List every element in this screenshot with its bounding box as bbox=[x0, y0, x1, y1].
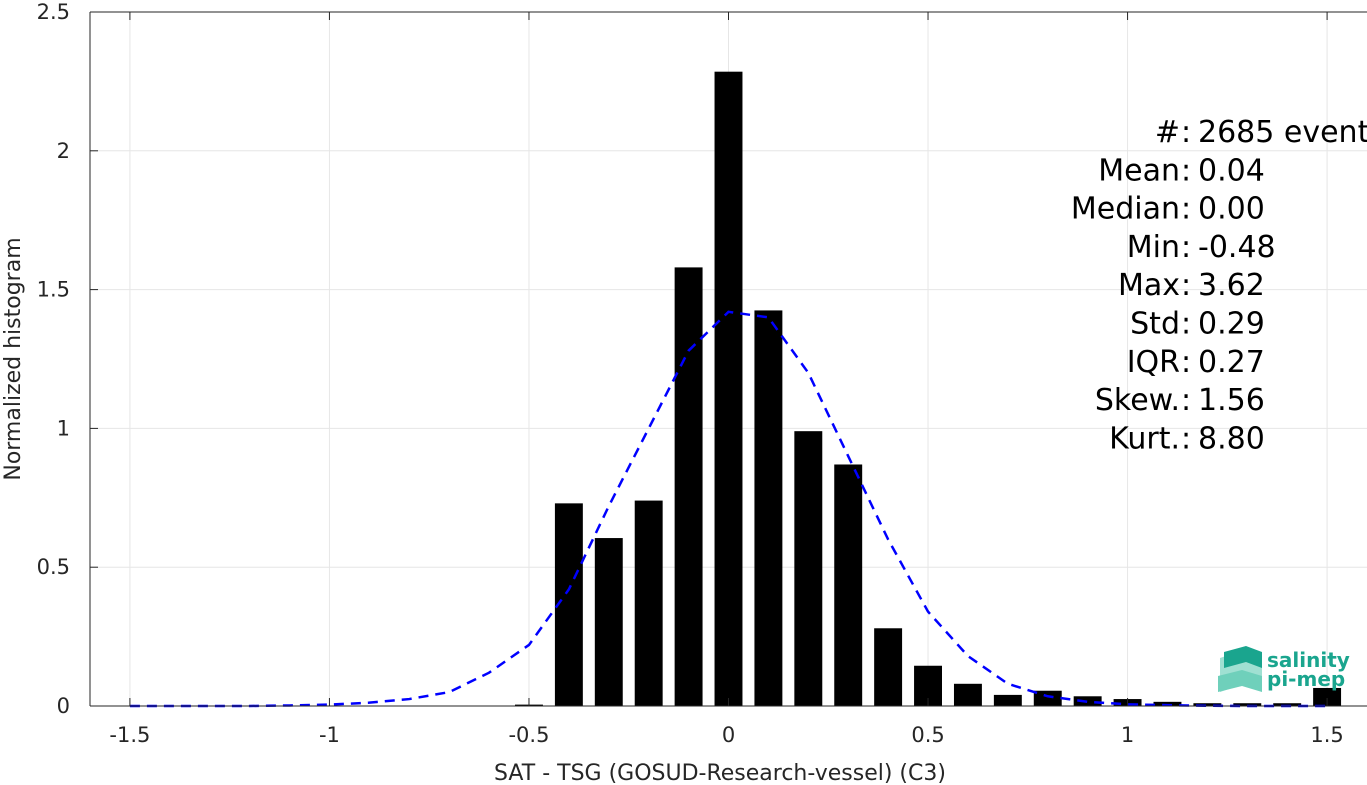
stat-colon: : bbox=[1181, 345, 1191, 380]
y-axis-title: Normalized histogram bbox=[1, 237, 26, 480]
stat-label: IQR bbox=[1127, 345, 1180, 380]
fit-curve-layer bbox=[129, 310, 1328, 708]
stat-value: 0.00 bbox=[1198, 192, 1265, 227]
stat-value: 2685 events bbox=[1198, 115, 1367, 150]
stat-value: 1.56 bbox=[1198, 383, 1265, 418]
x-tick-label: -1 bbox=[319, 723, 340, 747]
stat-label: Min bbox=[1127, 230, 1180, 265]
stat-colon: : bbox=[1181, 421, 1191, 456]
y-tick-label: 0 bbox=[57, 694, 70, 718]
axes-layer bbox=[89, 11, 1367, 707]
x-tick-label: 0.5 bbox=[911, 723, 944, 747]
stat-label: Std bbox=[1130, 307, 1180, 342]
stat-value: 3.62 bbox=[1198, 268, 1265, 303]
histogram-bar bbox=[554, 503, 583, 706]
stat-value: 0.29 bbox=[1198, 307, 1265, 342]
stat-label: Mean bbox=[1098, 153, 1180, 188]
stat-label: # bbox=[1155, 115, 1180, 150]
histogram-bar bbox=[1273, 703, 1302, 706]
histogram-bar bbox=[953, 683, 982, 706]
histogram-bar bbox=[874, 628, 903, 706]
y-tick-label: 2 bbox=[57, 139, 70, 163]
stat-label: Max bbox=[1118, 268, 1180, 303]
stat-colon: : bbox=[1181, 153, 1191, 188]
x-tick-label: -1.5 bbox=[109, 723, 150, 747]
stat-label: Median bbox=[1071, 192, 1180, 227]
y-tick-label: 1.5 bbox=[37, 278, 70, 302]
x-tick-label: 0 bbox=[722, 723, 735, 747]
histogram-bar bbox=[634, 500, 663, 706]
x-tick-label: 1.5 bbox=[1310, 723, 1343, 747]
stat-colon: : bbox=[1181, 383, 1191, 418]
logo-line-1: salinity bbox=[1267, 648, 1350, 672]
histogram-bar bbox=[714, 71, 743, 706]
histogram-bar bbox=[1033, 690, 1062, 706]
stat-colon: : bbox=[1181, 192, 1191, 227]
stat-value: 0.27 bbox=[1198, 345, 1265, 380]
histogram-bar bbox=[1313, 687, 1342, 706]
stat-value: -0.48 bbox=[1198, 230, 1276, 265]
logo-line-2: pi-mep bbox=[1267, 667, 1345, 691]
x-tick-label: -0.5 bbox=[508, 723, 549, 747]
stat-colon: : bbox=[1181, 268, 1191, 303]
x-tick-label: 1 bbox=[1121, 723, 1134, 747]
stat-label: Skew. bbox=[1095, 383, 1180, 418]
stat-value: 8.80 bbox=[1198, 421, 1265, 456]
y-tick-label: 0.5 bbox=[37, 555, 70, 579]
y-tick-label: 2.5 bbox=[37, 0, 70, 24]
salinity-pi-mep-logo: salinity pi-mep bbox=[1218, 646, 1350, 692]
logo-icon bbox=[1218, 646, 1262, 692]
gaussian-fit-curve bbox=[129, 310, 1328, 708]
y-tick-label: 1 bbox=[57, 416, 70, 440]
stat-colon: : bbox=[1181, 307, 1191, 342]
stat-colon: : bbox=[1181, 230, 1191, 265]
histogram-bar bbox=[674, 267, 703, 706]
histogram-bar bbox=[794, 431, 823, 706]
histogram-bar bbox=[834, 464, 863, 706]
histogram-bar bbox=[754, 310, 783, 706]
x-axis-title: SAT - TSG (GOSUD-Research-vessel) (C3) bbox=[494, 761, 946, 785]
bars-layer bbox=[515, 71, 1342, 706]
stat-label: Kurt. bbox=[1109, 421, 1180, 456]
tick-labels-layer: -1.5 -1 -0.5 0 0.5 1 1.5 0 0.5 1 1.5 2 2.5 bbox=[37, 0, 1344, 747]
histogram-bar bbox=[993, 694, 1022, 706]
histogram-bar bbox=[1073, 696, 1102, 706]
histogram-bar bbox=[594, 538, 623, 706]
stat-colon: : bbox=[1181, 115, 1191, 150]
histogram-bar bbox=[1233, 703, 1262, 706]
histogram-bar bbox=[1193, 703, 1222, 706]
stat-value: 0.04 bbox=[1198, 153, 1265, 188]
